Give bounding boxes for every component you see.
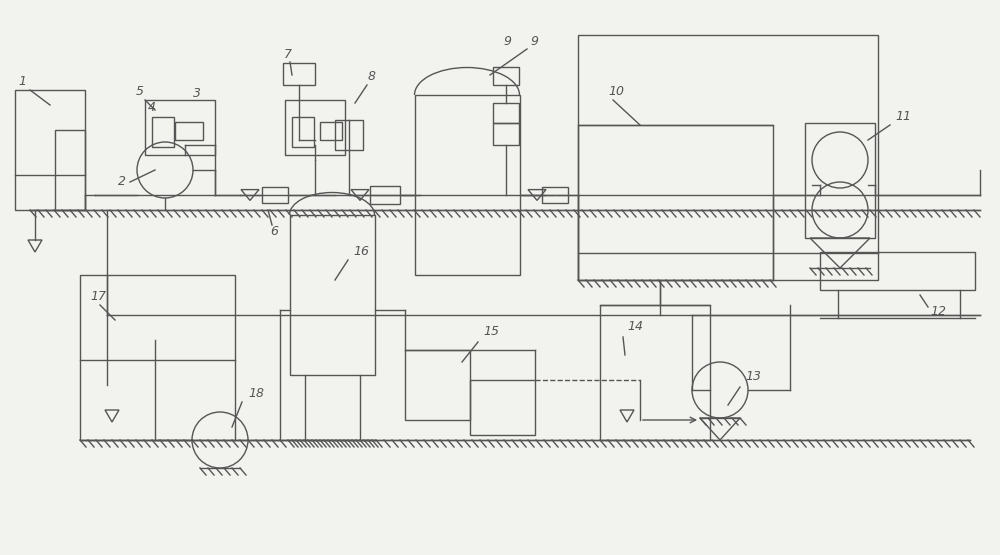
Text: 9: 9 bbox=[503, 35, 511, 48]
Text: 12: 12 bbox=[930, 305, 946, 318]
Bar bbox=[578, 125, 773, 280]
Bar bbox=[320, 122, 342, 140]
Bar bbox=[15, 90, 85, 210]
Text: 8: 8 bbox=[368, 70, 376, 83]
Text: 14: 14 bbox=[627, 320, 643, 333]
Text: 7: 7 bbox=[284, 48, 292, 61]
Text: 6: 6 bbox=[270, 225, 278, 238]
Bar bbox=[805, 123, 875, 238]
Text: 2: 2 bbox=[118, 175, 126, 188]
Bar bbox=[175, 122, 203, 140]
Bar bbox=[370, 186, 400, 204]
Text: 17: 17 bbox=[90, 290, 106, 303]
Text: 11: 11 bbox=[895, 110, 911, 123]
Bar bbox=[262, 187, 288, 203]
Text: 10: 10 bbox=[608, 85, 624, 98]
Bar bbox=[493, 67, 519, 85]
Text: 13: 13 bbox=[745, 370, 761, 383]
Text: 15: 15 bbox=[483, 325, 499, 338]
Text: 9: 9 bbox=[530, 35, 538, 48]
Bar bbox=[415, 95, 520, 275]
Bar bbox=[152, 117, 174, 147]
Bar bbox=[493, 103, 519, 123]
Bar bbox=[820, 252, 975, 290]
Bar bbox=[600, 305, 710, 440]
Bar bbox=[578, 35, 878, 280]
Text: 18: 18 bbox=[248, 387, 264, 400]
Bar bbox=[145, 100, 215, 155]
Bar bbox=[542, 187, 568, 203]
Bar bbox=[292, 117, 314, 147]
Text: 1: 1 bbox=[18, 75, 26, 88]
Bar bbox=[493, 123, 519, 145]
Bar bbox=[290, 215, 375, 375]
Bar bbox=[285, 100, 345, 155]
Bar bbox=[405, 350, 470, 420]
Bar bbox=[470, 380, 535, 435]
Bar bbox=[55, 130, 85, 210]
Text: 3: 3 bbox=[193, 87, 201, 100]
Bar bbox=[335, 120, 363, 150]
Bar bbox=[283, 63, 315, 85]
Text: 5: 5 bbox=[136, 85, 144, 98]
Text: 16: 16 bbox=[353, 245, 369, 258]
Bar bbox=[80, 275, 235, 440]
Text: 4: 4 bbox=[148, 101, 156, 114]
